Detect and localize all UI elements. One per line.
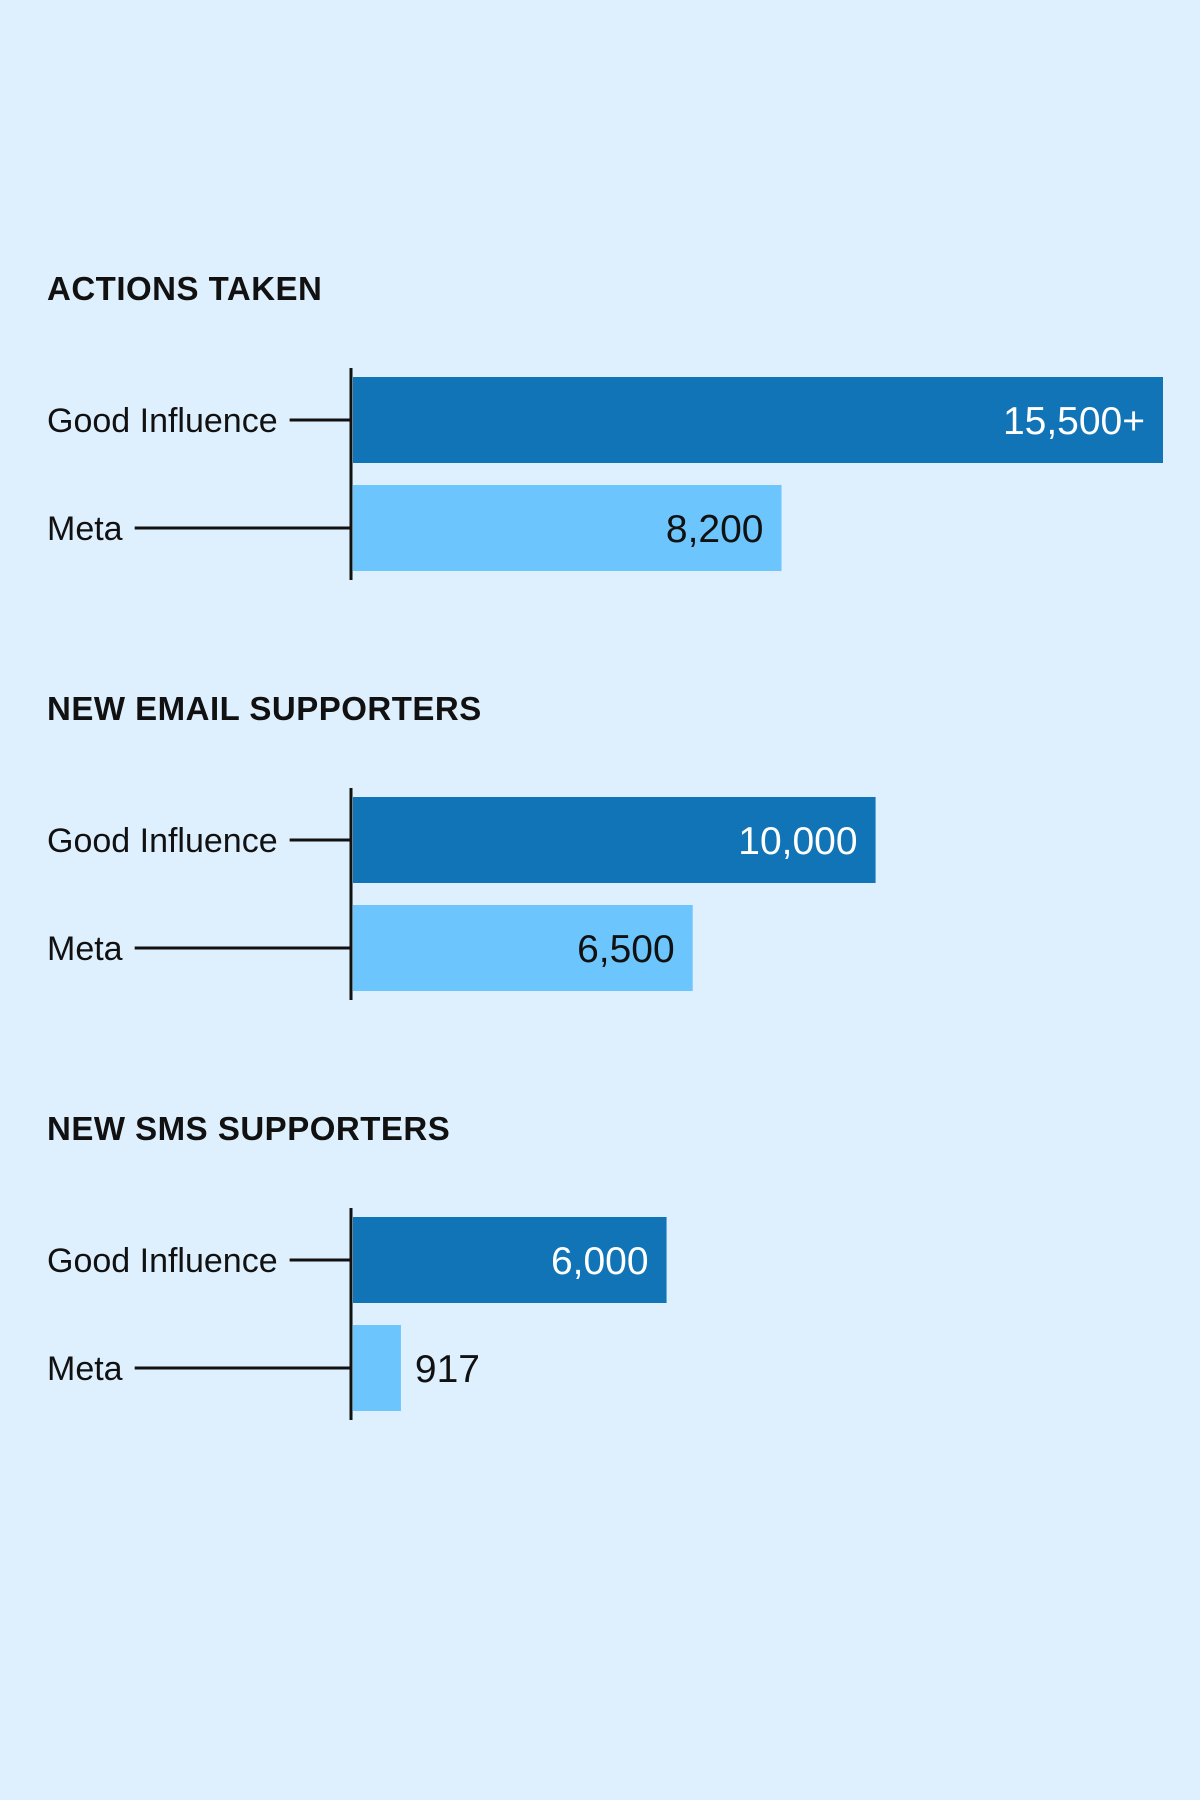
chart-1-category-label-meta: Meta [47, 510, 123, 548]
chart-3-bar-good-influence [353, 1217, 667, 1303]
chart-2-title: NEW EMAIL SUPPORTERS [47, 690, 482, 727]
chart-1-bar-good-influence [353, 377, 1163, 463]
chart-1-bar-meta [353, 485, 782, 571]
chart-2-bar-meta [353, 905, 693, 991]
chart-1-value-label-good-influence: 15,500+ [1003, 400, 1145, 443]
chart-2-value-label-good-influence: 10,000 [738, 820, 857, 863]
chart-3-bar-meta [353, 1325, 401, 1411]
chart-3-category-label-meta: Meta [47, 1350, 123, 1388]
chart-1-value-label-meta: 8,200 [666, 508, 764, 551]
chart-3-title: NEW SMS SUPPORTERS [47, 1110, 450, 1147]
chart-2-bar-good-influence [353, 797, 876, 883]
chart-3-value-label-meta: 917 [415, 1348, 480, 1391]
chart-2-category-label-good-influence: Good Influence [47, 822, 278, 860]
chart-2-value-label-meta: 6,500 [577, 928, 675, 971]
chart-2-category-label-meta: Meta [47, 930, 123, 968]
chart-3-value-label-good-influence: 6,000 [551, 1240, 649, 1283]
chart-1-title: ACTIONS TAKEN [47, 270, 322, 307]
chart-1-category-label-good-influence: Good Influence [47, 402, 278, 440]
chart-3-category-label-good-influence: Good Influence [47, 1242, 278, 1280]
